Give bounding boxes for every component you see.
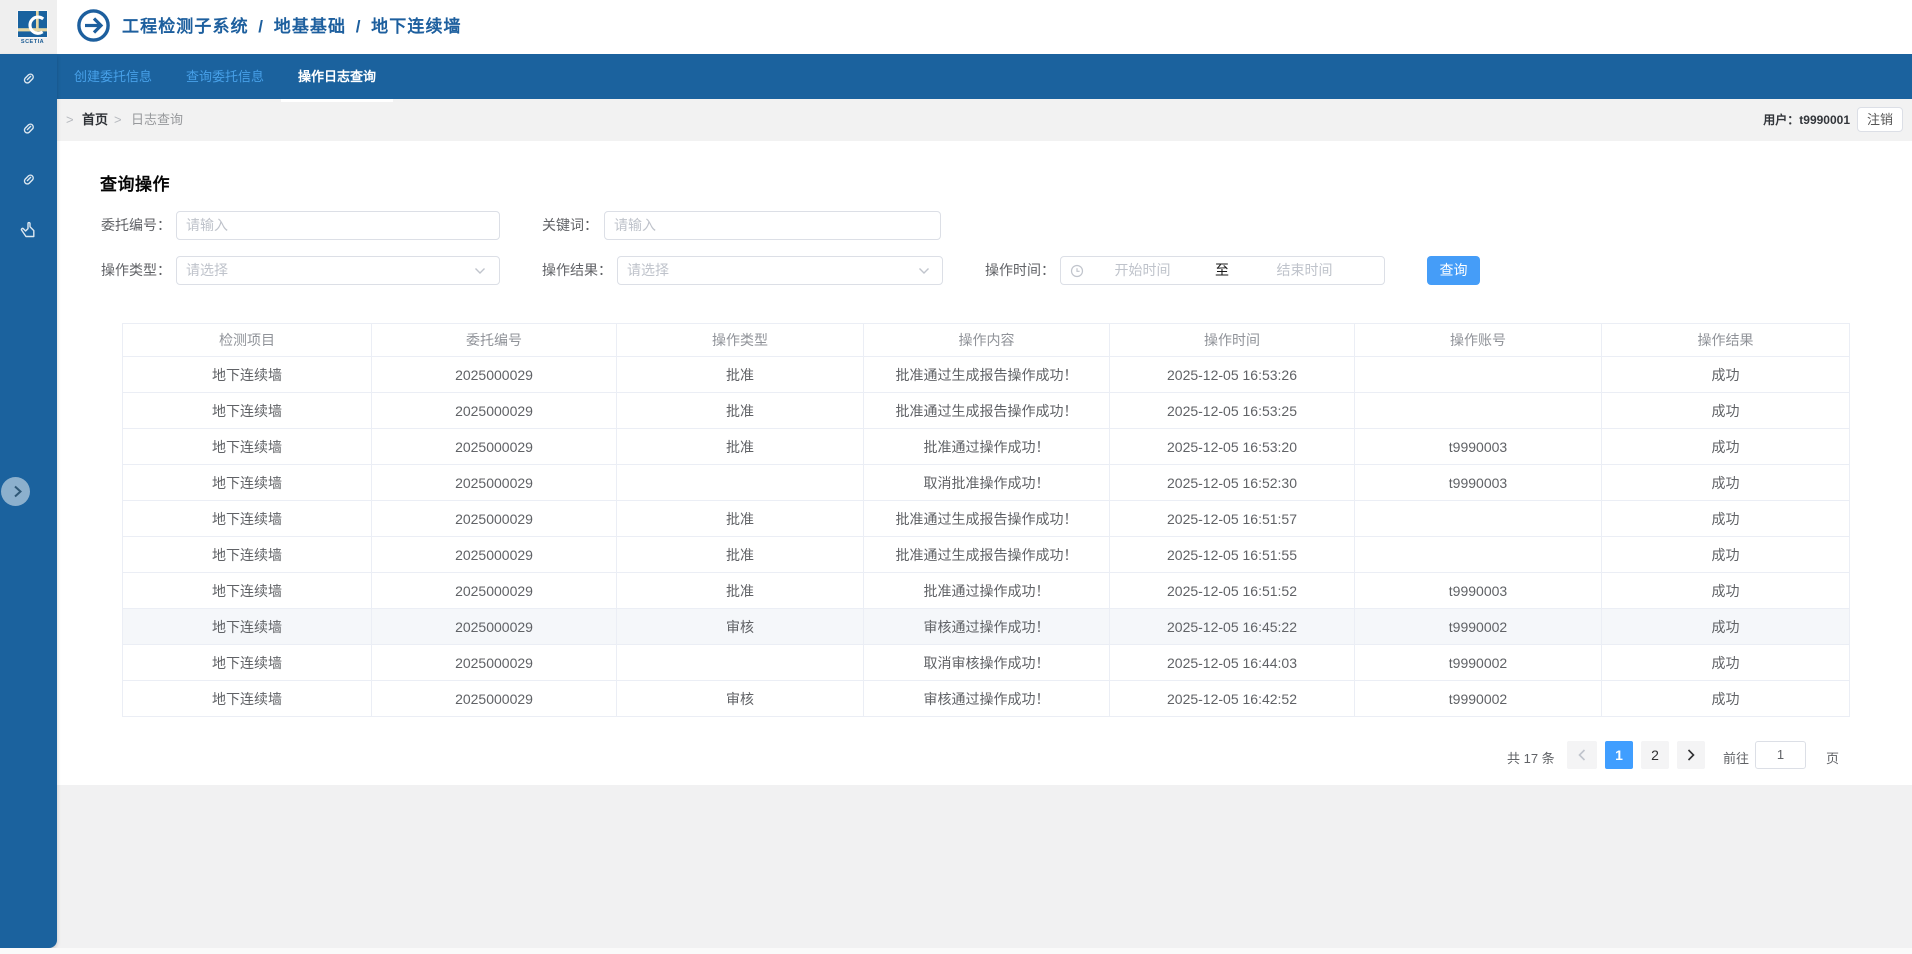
svg-text:SCETIA: SCETIA: [21, 39, 44, 45]
